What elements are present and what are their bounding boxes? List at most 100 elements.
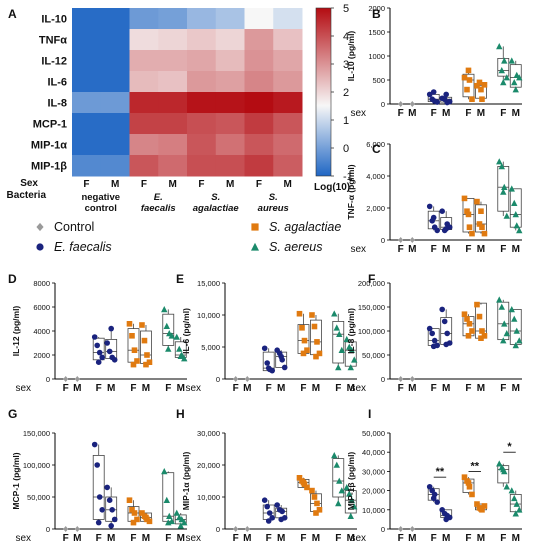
data-point xyxy=(95,359,102,366)
y-tick-label: 40,000 xyxy=(362,448,385,457)
data-point xyxy=(94,462,101,468)
x-tick-label: M xyxy=(477,108,485,119)
data-point xyxy=(434,99,441,105)
data-point xyxy=(336,477,343,484)
y-tick-label: 1500 xyxy=(368,28,385,37)
panel-label: C xyxy=(372,142,381,156)
x-tick-label: M xyxy=(347,533,355,544)
y-axis-label: MIP-1α (pg/ml) xyxy=(181,452,191,511)
x-tick-label: F xyxy=(233,533,239,544)
data-point xyxy=(498,303,505,310)
x-tick-label: F xyxy=(500,533,506,544)
heatmap-cell xyxy=(244,113,274,135)
data-point xyxy=(465,480,472,486)
data-point xyxy=(409,376,415,382)
x-tick-label: F xyxy=(431,108,437,119)
data-point xyxy=(429,330,436,337)
data-point xyxy=(478,335,484,341)
x-tick-label: M xyxy=(73,533,81,544)
x-tick-label: F xyxy=(300,533,306,544)
data-point xyxy=(461,74,468,81)
data-point xyxy=(333,324,340,331)
heatmap-cell xyxy=(158,92,188,114)
data-point xyxy=(331,310,338,317)
data-point xyxy=(161,306,168,313)
data-point xyxy=(279,508,285,515)
box xyxy=(332,458,345,498)
x-tick-label: F xyxy=(165,533,171,544)
data-point xyxy=(108,523,114,529)
heatmap-cell xyxy=(273,113,303,135)
heatmap-cell xyxy=(215,92,245,114)
data-point xyxy=(430,495,437,502)
data-point xyxy=(469,230,475,237)
heatmap-cell xyxy=(72,134,102,156)
y-axis-label: IL-10 (pg/ml) xyxy=(346,31,356,82)
box xyxy=(92,454,105,520)
data-point xyxy=(409,101,415,107)
data-point xyxy=(63,376,69,382)
y-tick-label: 30,000 xyxy=(197,429,220,438)
data-point xyxy=(300,350,307,357)
y-tick-label: 100,000 xyxy=(358,327,385,336)
x-tick-label: M xyxy=(107,383,115,394)
data-point xyxy=(104,484,110,491)
data-point xyxy=(99,507,106,513)
colorbar-tick-label: 4 xyxy=(343,31,349,43)
data-point xyxy=(346,490,353,497)
data-point xyxy=(346,343,353,350)
y-tick-label: 6000 xyxy=(33,303,50,312)
sex-label: sex xyxy=(185,383,201,394)
x-tick-label: M xyxy=(477,244,485,255)
box xyxy=(162,313,175,346)
x-tick-label: M xyxy=(442,533,450,544)
y-tick-label: 20,000 xyxy=(362,487,385,496)
data-point xyxy=(516,227,523,234)
legend-marker xyxy=(36,222,44,232)
data-point xyxy=(501,320,508,327)
data-point xyxy=(161,468,168,475)
y-tick-label: 1000 xyxy=(368,52,385,61)
heatmap-cell xyxy=(158,29,188,51)
y-axis-label: MCP-1 (pg/ml) xyxy=(11,452,21,509)
data-point xyxy=(446,98,453,105)
data-point xyxy=(313,353,319,360)
x-tick-label: F xyxy=(96,383,102,394)
x-tick-label: F xyxy=(266,383,272,394)
data-point xyxy=(481,333,488,339)
heatmap-row-label: MCP-1 xyxy=(33,119,67,131)
data-point xyxy=(106,497,113,504)
y-tick-label: 10,000 xyxy=(362,506,385,515)
heatmap-group-label: control xyxy=(85,203,117,214)
x-tick-label: M xyxy=(142,533,150,544)
data-point xyxy=(316,507,323,513)
data-point xyxy=(478,86,484,93)
data-point xyxy=(281,364,288,371)
x-tick-label: F xyxy=(130,533,136,544)
data-point xyxy=(109,507,115,513)
x-tick-label: F xyxy=(300,383,306,394)
colorbar-tick-label: 3 xyxy=(343,59,349,71)
y-tick-label: 5,000 xyxy=(201,343,220,352)
heatmap-cell xyxy=(187,134,217,156)
panel-label: G xyxy=(8,407,17,421)
data-point xyxy=(233,526,239,532)
y-tick-label: 500 xyxy=(372,76,385,85)
sex-label: sex xyxy=(15,533,31,544)
data-point xyxy=(144,352,150,358)
heatmap-col-label: F xyxy=(256,179,262,190)
data-point xyxy=(479,224,485,230)
data-point xyxy=(398,101,404,107)
data-point xyxy=(63,526,69,532)
heatmap-group-label: S. xyxy=(269,192,278,203)
heatmap-cell xyxy=(72,50,102,72)
y-tick-label: 20,000 xyxy=(197,461,220,470)
data-point xyxy=(348,496,355,503)
x-tick-label: F xyxy=(130,383,136,394)
data-point xyxy=(500,466,507,473)
legend-label: S. aereus xyxy=(269,240,323,254)
data-point xyxy=(474,198,480,205)
data-point xyxy=(311,323,318,330)
